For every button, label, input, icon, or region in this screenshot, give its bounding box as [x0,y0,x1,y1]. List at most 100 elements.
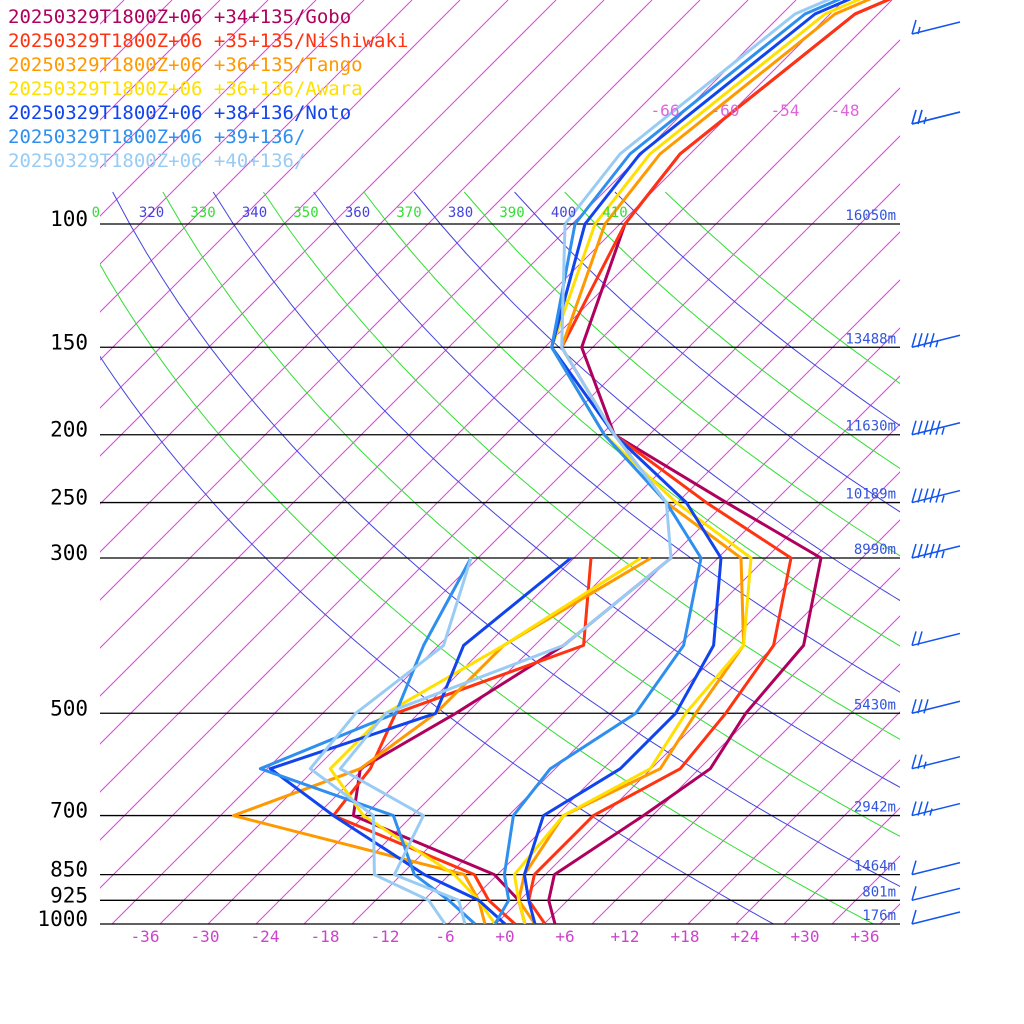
wind-barb [911,333,961,348]
wind-barb-staff [911,755,961,770]
mixing-ratio-line [100,0,701,601]
dewpoint-line [351,556,672,924]
wind-barb-flag [935,543,941,559]
mixing-ratio-line [100,39,900,841]
mixing-ratio-line [100,0,845,745]
wind-barb-flag [923,543,929,559]
theta-label: 340 [242,205,267,221]
wind-barb-flag [917,109,923,125]
wind-barb-flag [911,801,917,816]
temperature-tick-label: -24 [251,927,280,946]
wind-barb-flag [929,488,935,503]
height-label: 801m [862,884,896,900]
sounding-series [231,223,823,924]
wind-barb [911,420,961,436]
wind-barb-flag [911,886,917,901]
theta-label: 410 [602,205,627,221]
theta-label: 360 [345,205,370,221]
temperature-tick-label: +18 [671,927,700,946]
theta-label: 380 [448,205,473,221]
mixing-ratio-line [100,0,749,649]
wind-barb-flag [917,801,923,816]
mixing-ratio-line [100,87,900,889]
theta-label: 330 [190,205,215,221]
mixing-ratio-line [687,711,900,924]
wind-barb-staff [911,802,961,817]
pressure-label: 300 [50,541,88,565]
mixing-ratio-line [100,0,893,793]
wind-barb-flag [911,631,917,646]
upper-temperature-line [573,0,842,225]
mixing-ratio-line [100,0,605,505]
wind-barb-staff [911,489,961,504]
wind-barb [911,631,961,647]
wind-barb [911,109,961,125]
wind-barb-flag [911,333,917,348]
axis-labels: 100 16050m 150 13488m 200 11630m 250 10189m 300 8… [37,101,896,946]
temperature-tick-label: +36 [851,927,880,946]
mixing-ratio-line [447,471,900,924]
wind-barb-flag [935,420,941,435]
wind-barb-staff [911,421,961,436]
temperature-tick-label: +6 [555,927,574,946]
wind-barb-staff [911,700,961,715]
wind-barb-staff [911,911,961,925]
isotherm-label: -60 [711,101,740,120]
mixing-ratio-line [100,0,461,361]
height-label: 16050m [845,208,896,224]
wind-barb-flag [929,333,935,348]
pressure-label: 850 [50,858,88,882]
height-label: 10189m [845,487,896,503]
legend: 20250329T1800Z+06 +34+135/Gobo20250329T1… [8,6,408,172]
mixing-ratio-line [100,0,269,169]
wind-barb-staff [911,21,961,35]
legend-entry: 20250329T1800Z+06 +39+136/ [8,126,305,148]
dry-adiabat [100,355,775,924]
temperature-tick-label: +30 [791,927,820,946]
wind-barb-staff [911,861,961,876]
legend-entry: 20250329T1800Z+06 +36+136/Awara [8,78,363,100]
dewpoint-line [308,557,473,924]
wind-barb [911,886,961,902]
dewpoint-line [258,557,477,924]
dewpoint-line [268,556,572,924]
wind-barb-flag [911,488,917,503]
pressure-label: 250 [50,486,88,510]
mixing-ratio-line [100,0,557,457]
legend-entry: 20250329T1800Z+06 +40+136/ [8,150,305,172]
dewpoint-line [328,556,642,924]
temperature-line [493,223,703,924]
pressure-label: 500 [50,696,88,720]
wind-barb-half [917,26,921,35]
mixing-ratio-line [879,903,900,924]
wind-barb-flag [935,488,941,503]
upper-temperature-line [603,0,872,225]
wind-barb-half [941,495,945,503]
mixing-ratio-line [351,375,900,924]
wind-barb-flag [911,19,917,35]
wind-barb [911,754,961,770]
wind-barb-flag [917,488,923,503]
wind-barb-flag [917,420,923,435]
wind-barb-flag [923,488,929,503]
wind-barb-flag [917,699,923,714]
wind-barb-half [923,761,927,769]
wind-barb-staff [911,111,961,125]
mixing-ratio-line [100,0,509,409]
wind-barb-flag [911,109,917,125]
wind-barbs [911,19,961,925]
mixing-ratio-line [783,807,900,924]
temperature-tick-label: -12 [371,927,400,946]
wind-barb [911,801,961,817]
wind-barb-staff [911,632,961,647]
mixing-ratio-line [928,0,1024,924]
pressure-label: 100 [50,207,88,231]
theta-label: 370 [396,205,421,221]
wind-barb-half [941,550,945,559]
legend-entry: 20250329T1800Z+06 +36+135/Tango [8,54,363,76]
pressure-label: 1000 [37,907,88,931]
isobars [100,223,900,925]
wind-barb-flag [923,420,929,435]
wind-barb [911,860,961,876]
isotherm-label: -54 [771,101,800,120]
